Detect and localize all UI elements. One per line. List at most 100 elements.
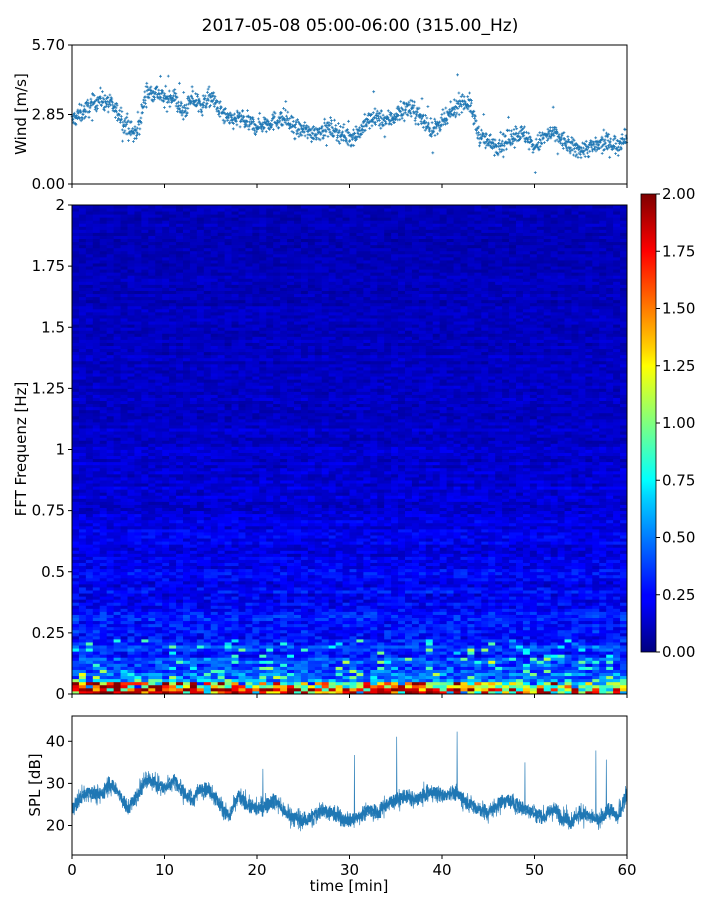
spectrogram-cell — [196, 648, 205, 652]
spectrogram-cell — [85, 263, 94, 267]
spectrogram-cell — [196, 525, 205, 530]
spectrogram-cell — [141, 446, 149, 450]
spectrogram-cell — [72, 541, 80, 545]
wind-point — [616, 154, 620, 157]
wind-point — [174, 104, 178, 108]
spectrogram-cell — [72, 651, 80, 655]
spectrogram-cell — [189, 440, 198, 444]
spectrogram-cell — [113, 425, 121, 429]
spectrogram-cell — [176, 223, 184, 227]
spectrogram-cell — [176, 666, 184, 670]
spectrogram-cell — [148, 293, 156, 298]
spectrogram-cell — [155, 302, 163, 307]
spectrogram-cell — [169, 278, 177, 282]
spectrogram-cell — [120, 220, 128, 224]
spectrogram-cell — [162, 370, 170, 374]
spectrogram-cell — [189, 256, 198, 261]
spectrogram-cell — [106, 370, 115, 374]
spectrogram-cell — [92, 525, 101, 530]
spectrogram-cell — [210, 501, 219, 505]
spectrogram-cell — [210, 678, 219, 683]
spectrogram-cell — [106, 675, 115, 680]
spectrogram-cell — [106, 205, 115, 209]
spectrogram-cell — [155, 495, 163, 499]
spectrogram-cell — [134, 513, 142, 518]
spectrogram-cell — [169, 464, 177, 469]
wind-point — [81, 117, 84, 121]
spectrogram-cell — [148, 253, 156, 258]
spectrogram-cell — [106, 663, 115, 667]
spectrogram-cell — [176, 498, 184, 502]
spectrogram-cell — [106, 596, 115, 600]
spectrogram-cell — [72, 532, 80, 536]
spectrogram-cell — [106, 492, 115, 496]
spectrogram-cell — [169, 214, 177, 218]
spectrogram-cell — [183, 290, 191, 295]
spectrogram-cell — [148, 290, 156, 295]
spectrogram-cell — [72, 296, 80, 301]
spectrogram-cell — [85, 229, 94, 233]
spectrogram-cell — [203, 351, 212, 356]
spectrogram-cell — [113, 244, 121, 249]
spectrogram-cell — [162, 394, 170, 398]
wind-point — [324, 130, 328, 134]
spectrogram-cell — [155, 620, 163, 625]
spectrogram-cell — [148, 599, 156, 603]
spectrogram-cell — [176, 293, 184, 298]
spectrogram-cell — [196, 428, 205, 432]
wind-point — [468, 91, 471, 95]
wind-point — [373, 116, 376, 120]
spectrogram-cell — [155, 565, 163, 570]
spectrogram-cell — [155, 330, 163, 334]
wind-point — [330, 131, 334, 135]
spectrogram-cell — [92, 565, 101, 570]
spectrogram-cell — [148, 339, 156, 343]
spectrogram-cell — [72, 437, 80, 441]
spectrogram-cell — [141, 278, 149, 282]
spectrogram-cell — [99, 477, 108, 481]
spectrogram-cell — [127, 256, 135, 261]
spectrogram-cell — [78, 492, 87, 496]
spectrogram-cell — [85, 418, 94, 423]
spectrogram-cell — [210, 599, 219, 603]
spectrogram-cell — [162, 260, 170, 264]
wind-point — [376, 119, 379, 123]
spectrogram-cell — [134, 535, 142, 539]
spectrogram-cell — [78, 342, 87, 346]
spectrogram-cell — [183, 473, 191, 478]
spectrogram-cell — [155, 238, 163, 243]
spectrogram-cell — [141, 583, 149, 588]
spectrogram-cell — [203, 434, 212, 438]
spectrogram-cell — [72, 519, 80, 524]
spectrogram-cell — [106, 538, 115, 542]
spectrogram-cell — [148, 473, 156, 478]
spectrogram-cell — [141, 321, 149, 325]
spectrogram-cell — [85, 638, 94, 643]
spectrogram-cell — [155, 226, 163, 230]
spectrogram-cell — [78, 400, 87, 405]
spectrogram-cell — [92, 244, 101, 249]
spectrogram-cell — [141, 632, 149, 637]
spectrogram-cell — [113, 684, 121, 689]
spectrogram-cell — [148, 684, 156, 689]
wind-point — [247, 124, 251, 128]
spectrogram-cell — [92, 599, 101, 603]
spectrogram-cell — [169, 428, 177, 432]
wind-point — [330, 119, 333, 122]
spectrogram-cell — [106, 452, 115, 457]
spectrogram-cell — [169, 370, 177, 374]
spectrogram-cell — [92, 391, 101, 395]
spectrogram-cell — [183, 263, 191, 267]
spectrogram-cell — [92, 418, 101, 423]
spectrogram-cell — [169, 480, 177, 484]
spectrogram-cell — [189, 370, 198, 374]
spectrogram-cell — [162, 590, 170, 594]
spectrogram-cell — [210, 486, 219, 490]
spectrogram-cell — [85, 577, 94, 582]
spectrogram-cell — [99, 452, 108, 457]
spectrogram-cell — [78, 421, 87, 426]
spectrogram-cell — [141, 492, 149, 496]
spectrogram-cell — [210, 458, 219, 463]
spectrogram-cell — [196, 669, 205, 674]
spectrogram-cell — [189, 666, 198, 670]
